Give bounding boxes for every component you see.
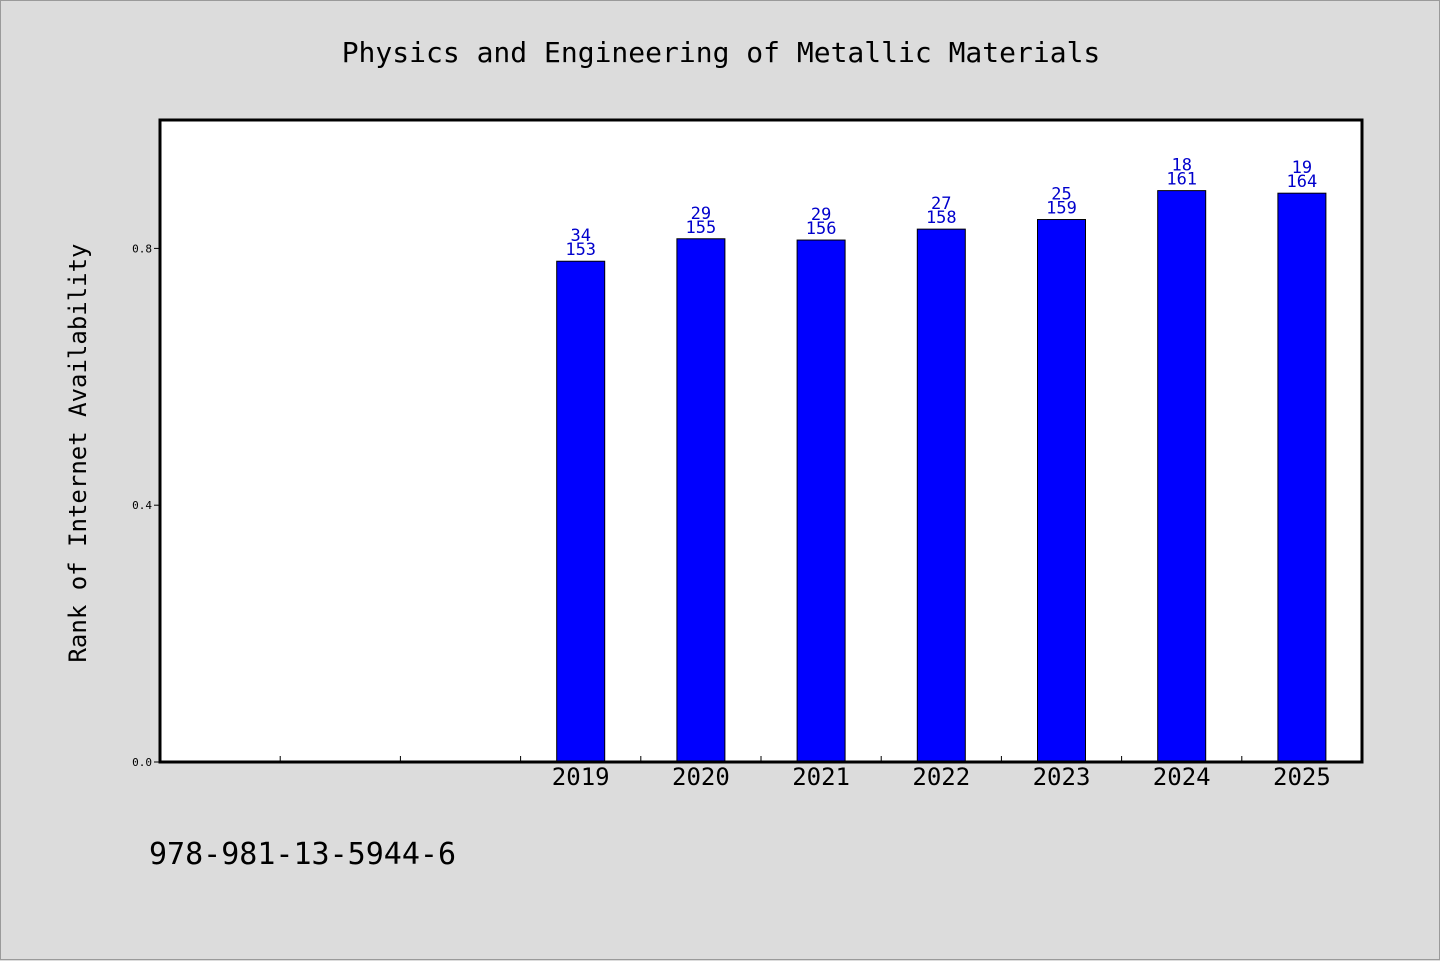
bar xyxy=(1277,192,1327,763)
isbn-footer: 978-981-13-5944-6 xyxy=(149,837,456,872)
bar-data-label-top: 19 xyxy=(1292,158,1312,178)
x-tick-label: 2025 xyxy=(1273,763,1331,791)
bar-data-label-top: 18 xyxy=(1171,156,1191,176)
y-axis-label: Rank of Internet Availability xyxy=(64,243,92,662)
bar-data-label-top: 25 xyxy=(1051,185,1071,205)
y-tick-label: 0.8 xyxy=(132,242,152,255)
bar-data-label-top: 34 xyxy=(570,226,590,246)
x-tick-label: 2022 xyxy=(912,763,970,791)
bar xyxy=(1037,219,1086,763)
bar-data-label-bottom: 159 xyxy=(1046,199,1077,219)
x-tick-label: 2021 xyxy=(792,763,850,791)
bars xyxy=(556,190,1327,763)
x-tick-label: 2024 xyxy=(1153,763,1211,791)
bar xyxy=(676,238,726,763)
bar xyxy=(1157,190,1207,763)
bar-data-label-bottom: 153 xyxy=(565,240,596,260)
x-tick-label: 2020 xyxy=(672,763,730,791)
bar-data-label-top: 29 xyxy=(811,205,831,225)
bar-data-label-bottom: 164 xyxy=(1287,172,1318,192)
axis-ticks: 0.0 0.4 0.8 2019 2020 2021 2022 2023 2024 2025 xyxy=(132,242,1331,791)
bar-data-label-bottom: 161 xyxy=(1166,170,1197,190)
bar xyxy=(796,239,846,763)
x-tick-label: 2019 xyxy=(552,763,610,791)
bar-data-label-bottom: 155 xyxy=(686,218,717,238)
bar-data-label-top: 27 xyxy=(931,194,951,214)
bar-data-label-bottom: 158 xyxy=(926,208,957,228)
y-tick-label: 0.0 xyxy=(132,756,152,769)
x-tick-label: 2023 xyxy=(1033,763,1091,791)
bar-data-label-bottom: 156 xyxy=(806,219,837,239)
bar-data-label-top: 29 xyxy=(691,204,711,224)
y-tick-label: 0.4 xyxy=(132,499,152,512)
chart-title: Physics and Engineering of Metallic Mate… xyxy=(342,36,1101,69)
bar xyxy=(916,228,966,763)
plot-border xyxy=(158,118,1364,764)
bar xyxy=(556,260,606,763)
